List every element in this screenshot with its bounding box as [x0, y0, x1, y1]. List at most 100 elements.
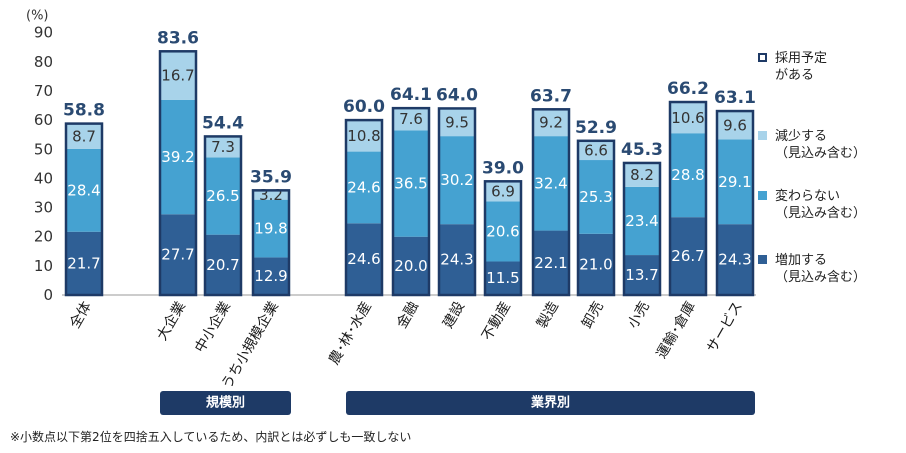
bar-segment-1-2: [160, 51, 196, 100]
x-category-label-0: 全体: [66, 299, 95, 332]
x-category-label-10: 小売: [625, 299, 653, 331]
group-band-label-0: 規模別: [206, 395, 245, 411]
total-label-7: 39.0: [482, 158, 524, 178]
bar-segment-6-2: [439, 108, 475, 137]
y-unit-label: (%): [26, 9, 49, 24]
data-label-2-1: 26.5: [206, 187, 239, 205]
bar-segment-2-1: [205, 157, 241, 235]
legend-label-planned: 採用予定 がある: [775, 51, 828, 83]
bar-outline-4: [344, 118, 384, 297]
data-label-12-1: 29.1: [718, 173, 751, 191]
data-label-10-2: 8.2: [630, 166, 654, 184]
data-label-9-1: 25.3: [579, 188, 612, 206]
bar-outline-0: [64, 122, 104, 297]
bar-segment-6-1: [439, 136, 475, 225]
bar-segment-10-0: [624, 255, 660, 295]
total-label-9: 52.9: [575, 118, 617, 138]
y-tick-label-80: 80: [34, 53, 53, 71]
bar-segment-4-0: [346, 223, 382, 295]
data-label-3-1: 19.8: [254, 220, 287, 238]
data-label-11-1: 28.8: [671, 166, 704, 184]
total-label-2: 54.4: [202, 113, 244, 133]
total-label-1: 83.6: [157, 28, 199, 48]
bar-segment-1-0: [160, 214, 196, 295]
bar-segment-12-0: [717, 224, 753, 295]
y-tick-label-40: 40: [34, 169, 53, 187]
group-band-label-1: 業界別: [530, 395, 570, 411]
y-tick-label-10: 10: [34, 257, 53, 275]
data-label-4-0: 24.6: [347, 250, 380, 268]
bar-outline-11: [668, 100, 708, 297]
data-label-0-1: 28.4: [67, 181, 100, 199]
data-label-3-2: 3.2: [259, 186, 283, 204]
bar-segment-12-1: [717, 139, 753, 225]
bar-segment-11-1: [670, 133, 706, 218]
bar-segment-7-2: [485, 181, 521, 202]
bar-segment-8-2: [533, 109, 569, 137]
bar-segment-3-0: [253, 257, 289, 295]
data-label-6-2: 9.5: [445, 113, 469, 131]
bar-outline-10: [622, 161, 662, 297]
y-tick-label-0: 0: [43, 286, 53, 304]
x-category-label-11: 運輸･倉庫: [653, 299, 699, 362]
total-label-0: 58.8: [63, 101, 105, 121]
y-tick-label-90: 90: [34, 24, 53, 42]
total-label-10: 45.3: [621, 140, 663, 160]
bar-segment-9-2: [578, 140, 614, 161]
bar-outline-9: [576, 139, 616, 297]
data-label-11-2: 10.6: [671, 109, 704, 127]
bar-segment-11-2: [670, 102, 706, 134]
legend-label-increase: 増加する （見込み含む）: [775, 253, 867, 285]
data-label-7-1: 20.6: [486, 222, 519, 240]
data-label-12-2: 9.6: [723, 116, 747, 134]
data-label-3-0: 12.9: [254, 267, 287, 285]
bar-outline-5: [391, 106, 431, 297]
legend-swatch-decrease: [758, 131, 767, 140]
legend-label-decrease: 減少する （見込み含む）: [775, 129, 867, 161]
data-label-2-0: 20.7: [206, 256, 239, 274]
bar-segment-0-1: [66, 148, 102, 232]
data-label-0-0: 21.7: [67, 254, 100, 272]
bar-segment-6-0: [439, 224, 475, 295]
x-category-label-1: 大企業: [153, 299, 189, 344]
x-category-label-2: 中小企業: [191, 299, 234, 356]
x-category-label-12: サービス: [704, 299, 746, 355]
bar-segment-4-2: [346, 120, 382, 152]
bar-segment-2-0: [205, 234, 241, 295]
bar-segment-2-2: [205, 136, 241, 158]
bar-outline-8: [531, 108, 571, 297]
data-label-6-1: 30.2: [440, 171, 473, 189]
x-category-label-6: 建設: [440, 299, 468, 331]
total-label-6: 64.0: [436, 85, 478, 105]
bar-outline-3: [251, 189, 291, 297]
x-category-label-7: 不動産: [479, 299, 514, 343]
data-label-11-0: 26.7: [671, 247, 704, 265]
data-label-5-0: 20.0: [394, 257, 427, 275]
bar-segment-8-1: [533, 136, 569, 231]
data-label-7-2: 6.9: [491, 182, 515, 200]
data-label-5-1: 36.5: [394, 175, 427, 193]
bar-segment-7-0: [485, 261, 521, 295]
data-label-10-1: 23.4: [625, 212, 658, 230]
data-label-1-0: 27.7: [161, 246, 194, 264]
y-tick-label-70: 70: [34, 82, 53, 100]
bar-segment-0-2: [66, 123, 102, 149]
data-label-10-0: 13.7: [625, 266, 658, 284]
total-label-5: 64.1: [390, 85, 432, 105]
bar-segment-11-0: [670, 217, 706, 295]
x-category-label-5: 金融: [394, 299, 422, 331]
bar-segment-10-1: [624, 186, 660, 256]
data-label-2-2: 7.3: [211, 138, 235, 156]
data-label-8-0: 22.1: [534, 254, 567, 272]
bar-segment-9-0: [578, 233, 614, 295]
bar-segment-12-2: [717, 111, 753, 140]
y-tick-label-60: 60: [34, 111, 53, 129]
bar-segment-3-2: [253, 190, 289, 200]
data-label-6-0: 24.3: [440, 251, 473, 269]
bar-segment-0-0: [66, 231, 102, 295]
total-label-8: 63.7: [530, 86, 572, 106]
data-label-0-2: 8.7: [72, 127, 96, 145]
footnote: ※小数点以下第2位を四捨五入しているため、内訳とは必ずしも一致しない: [10, 430, 412, 444]
data-label-8-2: 9.2: [539, 114, 563, 132]
